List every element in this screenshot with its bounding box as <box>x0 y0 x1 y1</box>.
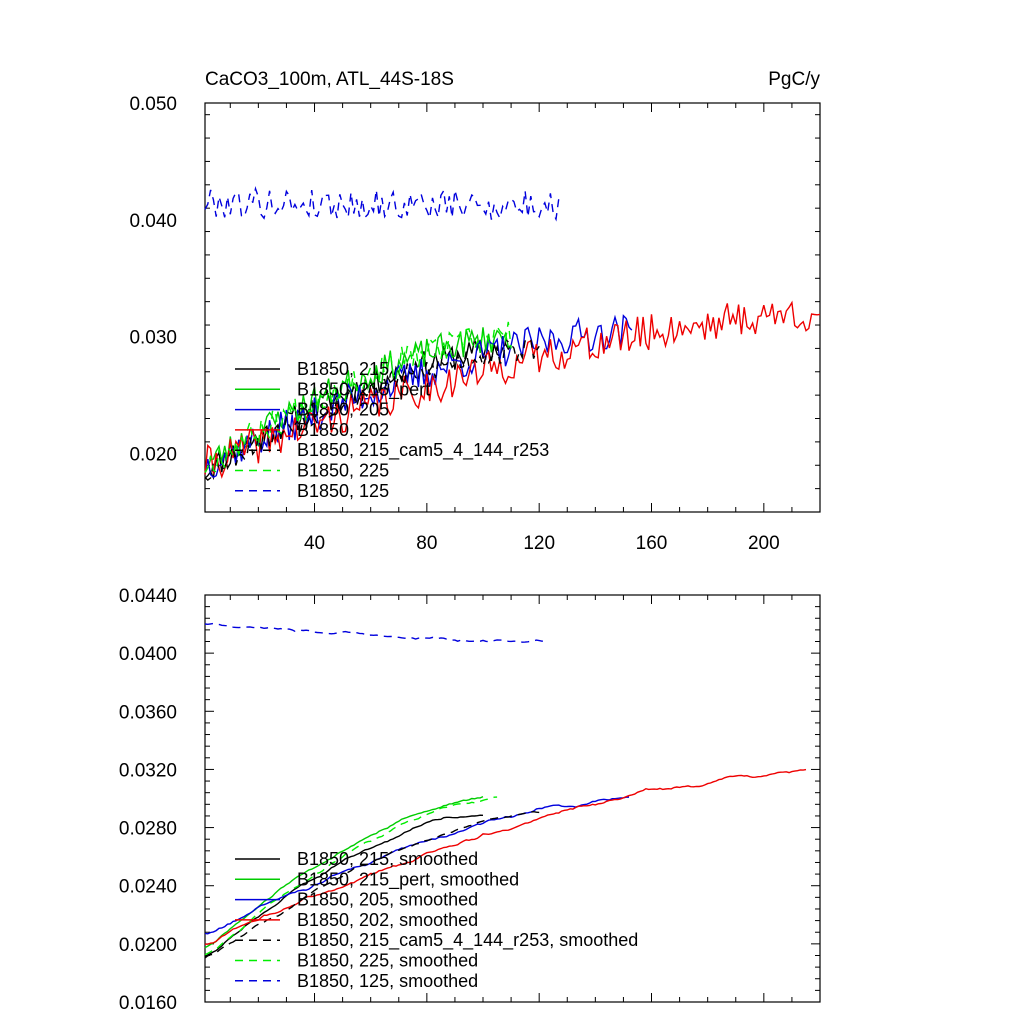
legend-label: B1850, 125 <box>297 481 389 501</box>
series-line <box>204 186 560 222</box>
series-line <box>204 314 633 479</box>
y-tick-label: 0.0280 <box>119 819 177 840</box>
legend-label: B1850, 202, smoothed <box>297 910 478 930</box>
legend-label: B1850, 225, smoothed <box>297 951 478 971</box>
x-tick-label: 120 <box>523 533 555 554</box>
x-tick-label: 40 <box>304 533 325 554</box>
chart-title: CaCO3_100m, ATL_44S-18S <box>205 69 454 90</box>
x-tick-label: 80 <box>416 533 437 554</box>
x-tick-label: 160 <box>636 533 668 554</box>
plot-frame <box>204 102 821 513</box>
legend-label: B1850, 205 <box>297 400 389 420</box>
series-line <box>204 796 498 956</box>
x-tick-label: 200 <box>748 533 780 554</box>
y-tick-label: 0.0320 <box>119 760 177 781</box>
legend-label: B1850, 215_cam5_4_144_r253, smoothed <box>297 930 638 951</box>
bottom-panel: 0.0160 0.0200 0.0240 0.0280 0.0320 0.0360 0.04… <box>119 586 821 1014</box>
y-tick-label: 0.0200 <box>119 935 177 956</box>
legend-label: B1850, 215_pert <box>297 379 430 400</box>
legend-label: B1850, 215_cam5_4_144_r253 <box>297 440 549 461</box>
y-tick-label: 0.030 <box>129 328 177 349</box>
legend-label: B1850, 215, smoothed <box>297 849 478 869</box>
y-tick-label: 0.050 <box>129 94 177 115</box>
y-tick-label: 0.0160 <box>119 993 177 1014</box>
plot-frame <box>204 594 821 1003</box>
y-tick-label: 0.0440 <box>119 586 177 607</box>
legend-label: B1850, 225 <box>297 461 389 481</box>
series-line <box>204 338 540 482</box>
series-line <box>205 768 807 945</box>
series-line <box>204 622 545 643</box>
y-tick-label: 0.0240 <box>119 877 177 898</box>
series-line <box>204 321 512 474</box>
legend-label: B1850, 205, smoothed <box>297 890 478 910</box>
legend-label: B1850, 125, smoothed <box>297 971 478 991</box>
legend-label: B1850, 202 <box>297 420 389 440</box>
series-line <box>204 810 540 959</box>
legend-label: B1850, 215_pert, smoothed <box>297 869 519 890</box>
y-tick-label: 0.0400 <box>119 644 177 665</box>
y-tick-label: 0.040 <box>129 211 177 232</box>
top-panel: 40 80 120 160 200 0.020 0.030 0.040 0.050 CaCO3_1… <box>129 69 821 554</box>
units-label: PgC/y <box>768 69 820 90</box>
y-tick-label: 0.0360 <box>119 702 177 723</box>
y-tick-label: 0.020 <box>129 445 177 466</box>
legend-label: B1850, 215 <box>297 359 389 379</box>
